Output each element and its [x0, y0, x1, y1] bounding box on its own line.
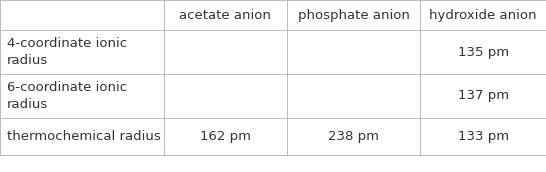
Bar [0, 30, 164, 74]
Bar [420, 118, 546, 155]
Text: acetate anion: acetate anion [179, 9, 271, 22]
Text: 4-coordinate ionic
radius: 4-coordinate ionic radius [7, 37, 127, 67]
Text: 238 pm: 238 pm [328, 130, 379, 143]
Bar [420, 74, 546, 118]
Bar [164, 74, 287, 118]
Bar [287, 0, 420, 30]
Bar [287, 118, 420, 155]
Text: thermochemical radius: thermochemical radius [7, 130, 161, 143]
Bar [0, 0, 164, 30]
Bar [164, 0, 287, 30]
Text: 137 pm: 137 pm [458, 89, 509, 102]
Bar [0, 74, 164, 118]
Text: 135 pm: 135 pm [458, 46, 509, 58]
Text: 6-coordinate ionic
radius: 6-coordinate ionic radius [7, 81, 127, 111]
Text: phosphate anion: phosphate anion [298, 9, 410, 22]
Text: 162 pm: 162 pm [200, 130, 251, 143]
Text: hydroxide anion: hydroxide anion [430, 9, 537, 22]
Bar [420, 30, 546, 74]
Bar [287, 74, 420, 118]
Bar [287, 30, 420, 74]
Bar [164, 30, 287, 74]
Bar [0, 118, 164, 155]
Text: 133 pm: 133 pm [458, 130, 509, 143]
Bar [164, 118, 287, 155]
Bar [420, 0, 546, 30]
